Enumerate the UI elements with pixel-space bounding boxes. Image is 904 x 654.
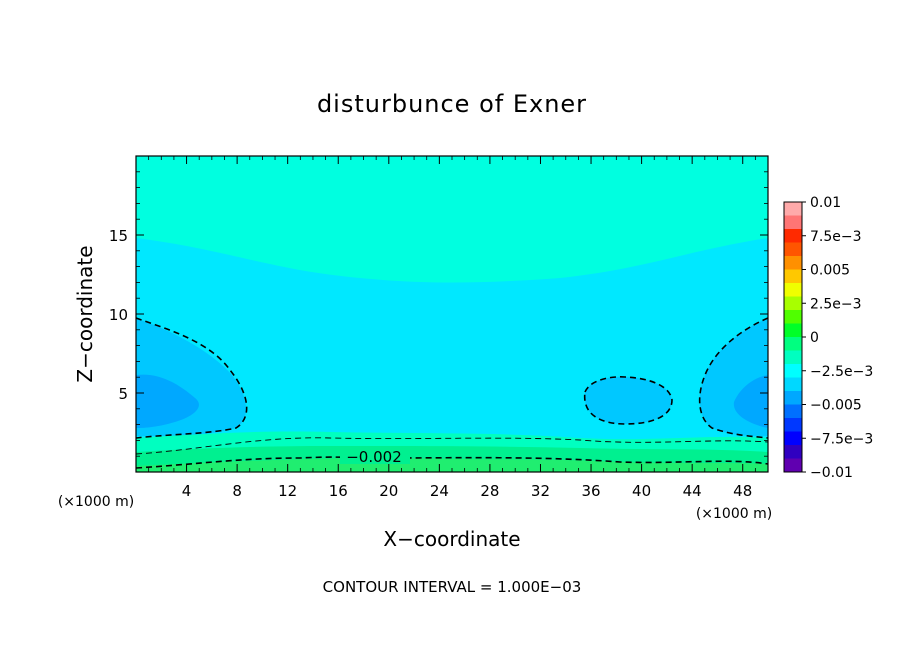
contour-lower-2 <box>136 456 768 469</box>
colorbar-label: 2.5e−3 <box>810 296 862 312</box>
colorbar-swatch <box>784 202 802 216</box>
x-tick-label: 40 <box>632 482 651 500</box>
y-axis: 5 10 15 <box>109 171 768 457</box>
colorbar-label: 0 <box>810 330 819 346</box>
region-surface-bottom <box>136 458 768 472</box>
x-tick-label: 28 <box>480 482 499 500</box>
colorbar-label: 0.005 <box>810 263 850 279</box>
colorbar-label: −7.5e−3 <box>810 431 873 447</box>
region-center-low <box>584 376 672 424</box>
colorbar-swatch <box>784 404 802 419</box>
x-axis-label: X−coordinate <box>383 527 520 551</box>
colorbar-swatch <box>784 391 802 405</box>
colorbar-swatch <box>784 418 802 432</box>
region-right-core <box>733 375 768 428</box>
colorbar <box>783 201 803 473</box>
x-tick-label: 48 <box>733 482 752 500</box>
contour-interval-note: CONTOUR INTERVAL = 1.000E−03 <box>323 578 582 596</box>
x-tick-label: 20 <box>379 482 398 500</box>
contour-label: −0.002 <box>346 448 402 466</box>
x-tick-label: 4 <box>182 482 192 500</box>
colorbar-label: −0.005 <box>810 398 862 414</box>
colorbar-label: −2.5e−3 <box>810 364 873 380</box>
y-tick-label: 5 <box>118 385 128 403</box>
colorbar-swatch <box>784 256 802 270</box>
colorbar-swatch <box>784 364 802 378</box>
colorbar-swatch <box>784 377 802 392</box>
colorbar-swatch <box>784 458 802 473</box>
x-tick-label: 32 <box>531 482 550 500</box>
contour-left <box>136 317 248 439</box>
colorbar-swatch <box>784 337 802 351</box>
region-left-core <box>136 374 199 428</box>
contour-right <box>698 317 768 439</box>
colorbar-swatch <box>784 323 802 338</box>
colorbar-labels: 0.01 7.5e−3 0.005 2.5e−3 0 −2.5e−3 −0.005 −7.5e… <box>802 195 873 481</box>
x-unit-right: (×1000 m) <box>696 506 772 522</box>
colorbar-label: −0.01 <box>810 465 853 481</box>
colorbar-swatch <box>784 310 802 324</box>
colorbar-swatch <box>784 431 802 446</box>
colorbar-swatch <box>784 215 802 230</box>
colorbar-label: 7.5e−3 <box>810 229 862 245</box>
chart-title: disturbunce of Exner <box>317 90 587 118</box>
colorbar-swatch <box>784 242 802 257</box>
colorbar-swatch <box>784 283 802 297</box>
x-tick-label: 24 <box>430 482 449 500</box>
x-tick-label: 36 <box>581 482 600 500</box>
x-unit-left: (×1000 m) <box>58 494 134 510</box>
x-axis: 4 8 12 16 20 24 28 32 36 40 44 48 <box>148 156 756 500</box>
y-tick-label: 10 <box>109 306 128 324</box>
x-tick-label: 8 <box>232 482 242 500</box>
plot-area: −0.002 <box>136 156 768 472</box>
x-tick-label: 12 <box>278 482 297 500</box>
contour-center-closed <box>583 376 673 425</box>
colorbar-swatch <box>784 296 802 311</box>
y-axis-label: Z−coordinate <box>73 245 97 382</box>
colorbar-swatch <box>784 229 802 243</box>
colorbar-swatch <box>784 445 802 459</box>
contour-lower-1 <box>136 437 768 455</box>
colorbar-swatch <box>784 269 802 284</box>
colorbar-swatch <box>784 350 802 365</box>
colorbar-label: 0.01 <box>810 195 841 211</box>
x-tick-label: 44 <box>683 482 702 500</box>
x-tick-label: 16 <box>329 482 348 500</box>
y-tick-label: 15 <box>109 227 128 245</box>
